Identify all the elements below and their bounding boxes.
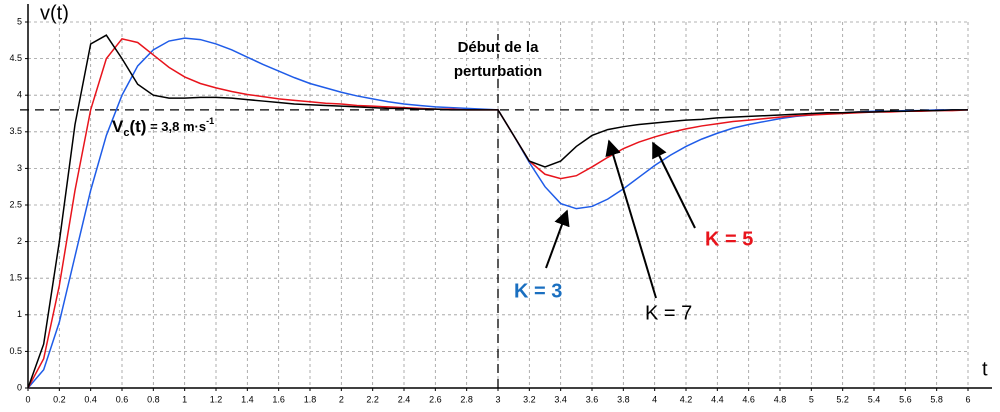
reference-label: Vc(t) = 3,8 m·s-1	[112, 116, 214, 139]
x-tick-label: 0.2	[53, 394, 66, 404]
y-tick-label: 1.5	[9, 273, 22, 283]
x-tick-label: 3.8	[617, 394, 630, 404]
x-tick-label: 2.2	[366, 394, 379, 404]
x-tick-label: 0	[25, 394, 30, 404]
x-tick-label: 1	[182, 394, 187, 404]
x-tick-label: 2.6	[429, 394, 442, 404]
y-tick-label: 0.5	[9, 346, 22, 356]
x-tick-label: 2.4	[398, 394, 411, 404]
ref-text: V	[112, 117, 124, 136]
y-tick-label: 4.5	[9, 53, 22, 63]
x-tick-label: 4.8	[774, 394, 787, 404]
x-tick-label: 2.8	[460, 394, 473, 404]
y-tick-label: 1	[17, 309, 22, 319]
x-tick-label: 2	[339, 394, 344, 404]
x-tick-label: 1.6	[272, 394, 285, 404]
x-tick-label: 5.2	[836, 394, 849, 404]
x-axis-label: t	[982, 358, 988, 380]
series-label: K = 5	[705, 228, 753, 250]
x-tick-label: 6	[965, 394, 970, 404]
series-label: K = 3	[514, 280, 562, 302]
ref-text: (t)	[129, 117, 146, 136]
y-tick-label: 4	[17, 90, 22, 100]
x-tick-label: 3.6	[586, 394, 599, 404]
grid: 0 0.2 0.4 0.6 0.8 1 1.2 1.4 1.6 1.8 2 2.2 2.4 2.6 2.8 3…	[9, 4, 992, 404]
series-label: K = 7	[645, 302, 692, 324]
x-tick-label: 3	[495, 394, 500, 404]
ref-sup: -1	[206, 116, 214, 126]
x-tick-label: 5	[809, 394, 814, 404]
y-tick-label: 0	[17, 382, 22, 392]
y-axis-label: v(t)	[40, 2, 69, 24]
x-tick-label: 4.6	[742, 394, 755, 404]
x-tick-label: 4.4	[711, 394, 724, 404]
plot: Début de la perturbation	[20, 30, 969, 389]
disturbance-label: perturbation	[454, 63, 542, 80]
x-tick-label: 5.6	[899, 394, 912, 404]
y-tick-label: 3	[17, 163, 22, 173]
x-tick-label: 1.2	[210, 394, 223, 404]
annotations: v(t) t K = 5 K = 3 K = 7 Vc(t) = 3,8 m·s…	[40, 2, 988, 380]
x-tick-label: 5.8	[930, 394, 943, 404]
disturbance-label: Début de la	[458, 39, 540, 56]
ref-text: = 3,8 m·s	[146, 119, 206, 134]
y-tick-label: 3.5	[9, 126, 22, 136]
arrow	[545, 209, 570, 269]
x-tick-label: 4	[652, 394, 657, 404]
x-tick-label: 3.4	[554, 394, 567, 404]
x-tick-label: 1.4	[241, 394, 254, 404]
x-tick-label: 0.6	[116, 394, 129, 404]
x-tick-label: 5.4	[868, 394, 881, 404]
arrow	[652, 141, 696, 229]
x-tick-label: 3.2	[523, 394, 536, 404]
arrow	[605, 139, 657, 299]
y-tick-label: 5	[17, 16, 22, 26]
y-tick-label: 2	[17, 236, 22, 246]
x-tick-label: 0.4	[84, 394, 97, 404]
series-line	[27, 34, 968, 389]
x-tick-label: 0.8	[147, 394, 160, 404]
x-tick-label: 4.2	[680, 394, 693, 404]
y-tick-label: 2.5	[9, 199, 22, 209]
x-tick-label: 1.8	[304, 394, 317, 404]
ref-sub: c	[123, 127, 129, 139]
